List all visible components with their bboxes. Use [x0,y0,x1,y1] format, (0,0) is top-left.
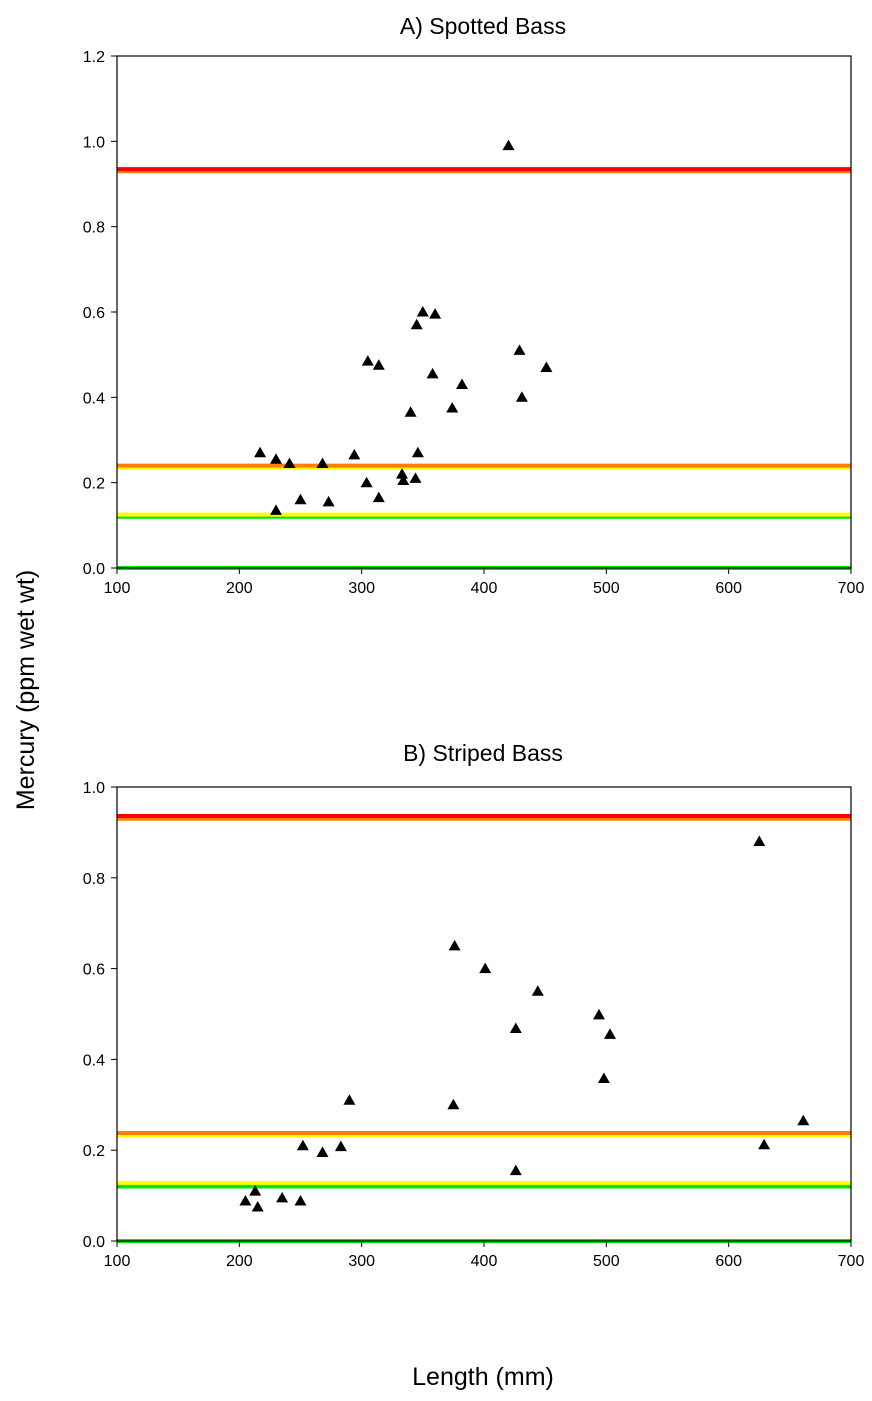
y-tick-label: 0.8 [83,220,105,237]
data-point [373,492,385,503]
data-point [323,496,335,507]
data-point [510,1023,522,1034]
y-axis-title: Mercury (ppm wet wt) [12,570,40,810]
data-point [514,344,526,355]
y-tick-label: 0.6 [83,962,105,979]
x-tick-label: 100 [104,1253,131,1270]
data-point [343,1094,355,1105]
x-tick-label: 200 [226,1253,253,1270]
y-tick-label: 0.8 [83,871,105,888]
plot-frame [117,787,851,1241]
panel-striped-bass: B) Striped Bass 100 200 300 400 500 600 700 0.0… [83,740,865,1270]
data-point [254,447,266,458]
data-point [348,449,360,460]
data-point [449,940,461,951]
y-tick-label: 0.2 [83,1143,105,1160]
data-point [270,504,282,515]
data-point [593,1009,605,1020]
y-tick-label: 0.0 [83,1234,105,1251]
data-point [540,362,552,373]
x-tick-label: 200 [226,580,253,597]
panel-title-striped-bass: B) Striped Bass [403,740,563,766]
data-point [510,1165,522,1176]
data-point [239,1195,251,1206]
data-point [405,406,417,417]
x-tick-label: 400 [471,1253,498,1270]
y-tick-label: 0.4 [83,1052,105,1069]
data-point [532,985,544,996]
x-tick-label: 500 [593,580,620,597]
data-point [456,379,468,390]
data-point [295,494,307,505]
y-tick-label: 0.0 [83,561,105,578]
y-tick-label: 0.6 [83,305,105,322]
plot-frame [117,56,851,568]
data-point [373,359,385,370]
data-point [410,472,422,483]
y-tick-label: 1.0 [83,780,105,797]
panel-title-spotted-bass: A) Spotted Bass [400,13,566,39]
x-tick-label: 700 [838,1253,865,1270]
y-tick-label: 1.0 [83,134,105,151]
data-point [411,319,423,330]
data-point [362,355,374,366]
x-tick-label: 500 [593,1253,620,1270]
data-point [412,447,424,458]
data-point [516,391,528,402]
data-point [427,368,439,379]
x-tick-label: 400 [471,580,498,597]
x-tick-label: 300 [348,580,375,597]
y-tick-label: 0.2 [83,476,105,493]
data-point [270,453,282,464]
data-point [317,458,329,469]
data-point [335,1141,347,1152]
data-point [447,1099,459,1110]
data-point [479,963,491,974]
y-tick-label: 1.2 [83,49,105,66]
data-point [446,402,458,413]
x-tick-label: 600 [715,1253,742,1270]
data-point [753,836,765,847]
data-point [758,1139,770,1150]
x-tick-label: 300 [348,1253,375,1270]
data-point [295,1195,307,1206]
data-point [429,308,441,319]
data-point [797,1115,809,1126]
x-axis-title: Length (mm) [412,1363,554,1391]
panel-spotted-bass: A) Spotted Bass 100 200 300 400 500 600 700 0.0… [83,13,865,597]
data-point [252,1201,264,1212]
data-point [317,1147,329,1158]
data-point [604,1028,616,1039]
data-point [361,477,373,488]
x-tick-label: 600 [715,580,742,597]
data-point [598,1073,610,1084]
data-point [297,1140,309,1151]
x-tick-label: 700 [838,580,865,597]
x-tick-label: 100 [104,580,131,597]
data-point [284,458,296,469]
y-tick-label: 0.4 [83,390,105,407]
data-point [417,306,429,317]
data-point [276,1192,288,1203]
data-point [503,140,515,151]
